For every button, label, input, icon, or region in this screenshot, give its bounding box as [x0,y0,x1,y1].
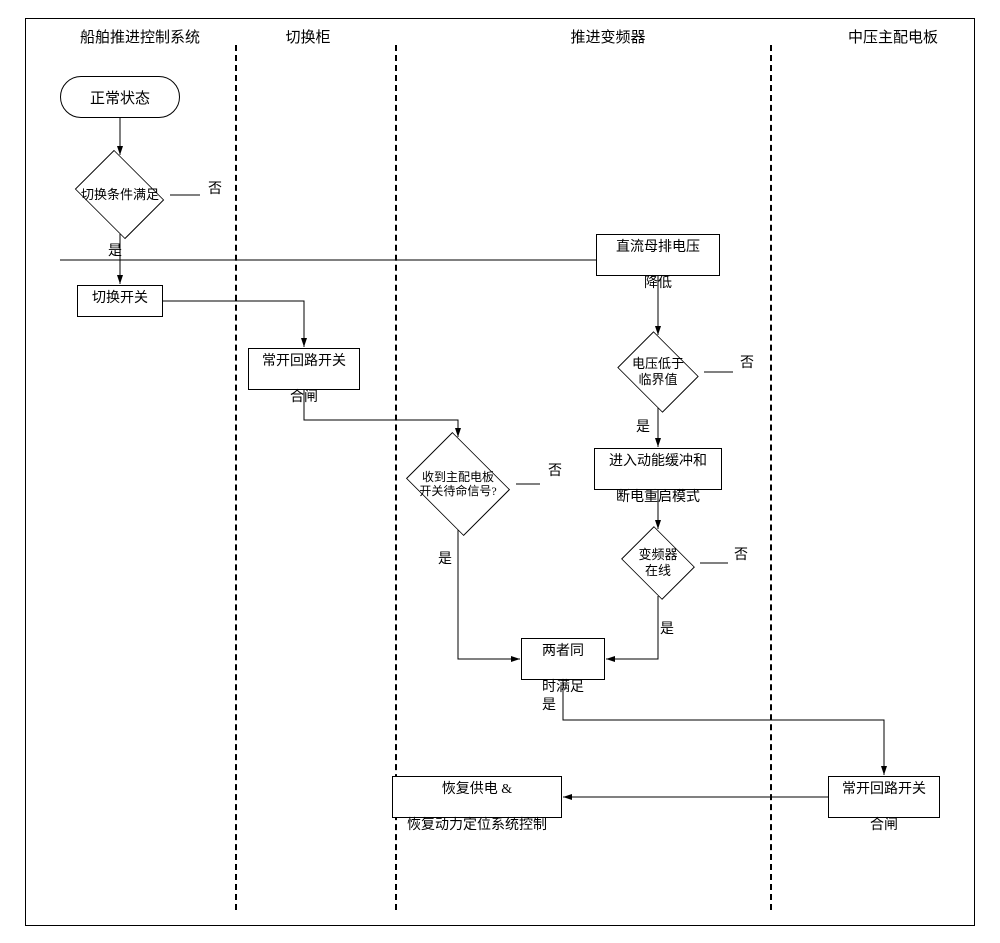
volt-l1: 电压低于 [632,356,684,372]
restore-l2: 恢复动力定位系统控制 [395,817,559,835]
label-yes5: 是 [542,694,556,714]
swimlane-label-3: 中压主配电板 [838,26,948,47]
node-both-met: 两者同 时满足 [521,638,605,680]
node-restore: 恢复供电 & 恢复动力定位系统控制 [392,776,562,818]
node-dcdrop: 直流母排电压 降低 [596,234,720,276]
inv-l2: 在线 [645,563,671,579]
label-no4: 否 [734,544,748,564]
inv-l1: 变频器 [638,547,677,563]
swimlane-label-1: 切换柜 [278,26,338,47]
recv-l2: 开关待命信号? [419,484,496,498]
swimlane-label-2: 推进变频器 [563,26,653,47]
restore-l1: 恢复供电 & [395,781,559,799]
node-recv-signal: 收到主配电板 开关待命信号? [400,438,516,530]
label-yes1: 是 [108,240,122,260]
label-no3: 否 [740,352,754,372]
divider-2 [770,45,772,910]
node-sw: 切换开关 [77,285,163,317]
node-volt-crit: 电压低于 临界值 [612,336,704,408]
both-l2: 时满足 [524,679,602,697]
both-l1: 两者同 [524,643,602,661]
diagram-canvas: 船舶推进控制系统 切换柜 推进变频器 中压主配电板 [0,0,1000,943]
label-yes3: 是 [636,416,650,436]
label-no2: 否 [548,460,562,480]
label-no1: 否 [208,178,222,198]
node-cond-switch: 切换条件满足 [70,156,170,234]
label-yes2: 是 [438,548,452,568]
label-yes4: 是 [660,618,674,638]
noclose1-l1: 常开回路开关 [251,353,357,371]
ebuf-l2: 断电重启模式 [597,489,719,507]
dcdrop-l1: 直流母排电压 [599,239,717,257]
noclose2-l1: 常开回路开关 [831,781,937,799]
recv-l1: 收到主配电板 [422,470,494,484]
ebuf-l1: 进入动能缓冲和 [597,453,719,471]
divider-0 [235,45,237,910]
node-noclose1: 常开回路开关 合闸 [248,348,360,390]
noclose1-l2: 合闸 [251,389,357,407]
node-inv-online: 变频器 在线 [616,530,700,596]
node-ebuf: 进入动能缓冲和 断电重启模式 [594,448,722,490]
volt-l2: 临界值 [638,372,677,388]
dcdrop-l2: 降低 [599,275,717,293]
node-noclose2: 常开回路开关 合闸 [828,776,940,818]
swimlane-label-0: 船舶推进控制系统 [70,26,210,47]
noclose2-l2: 合闸 [831,817,937,835]
node-start: 正常状态 [60,76,180,118]
